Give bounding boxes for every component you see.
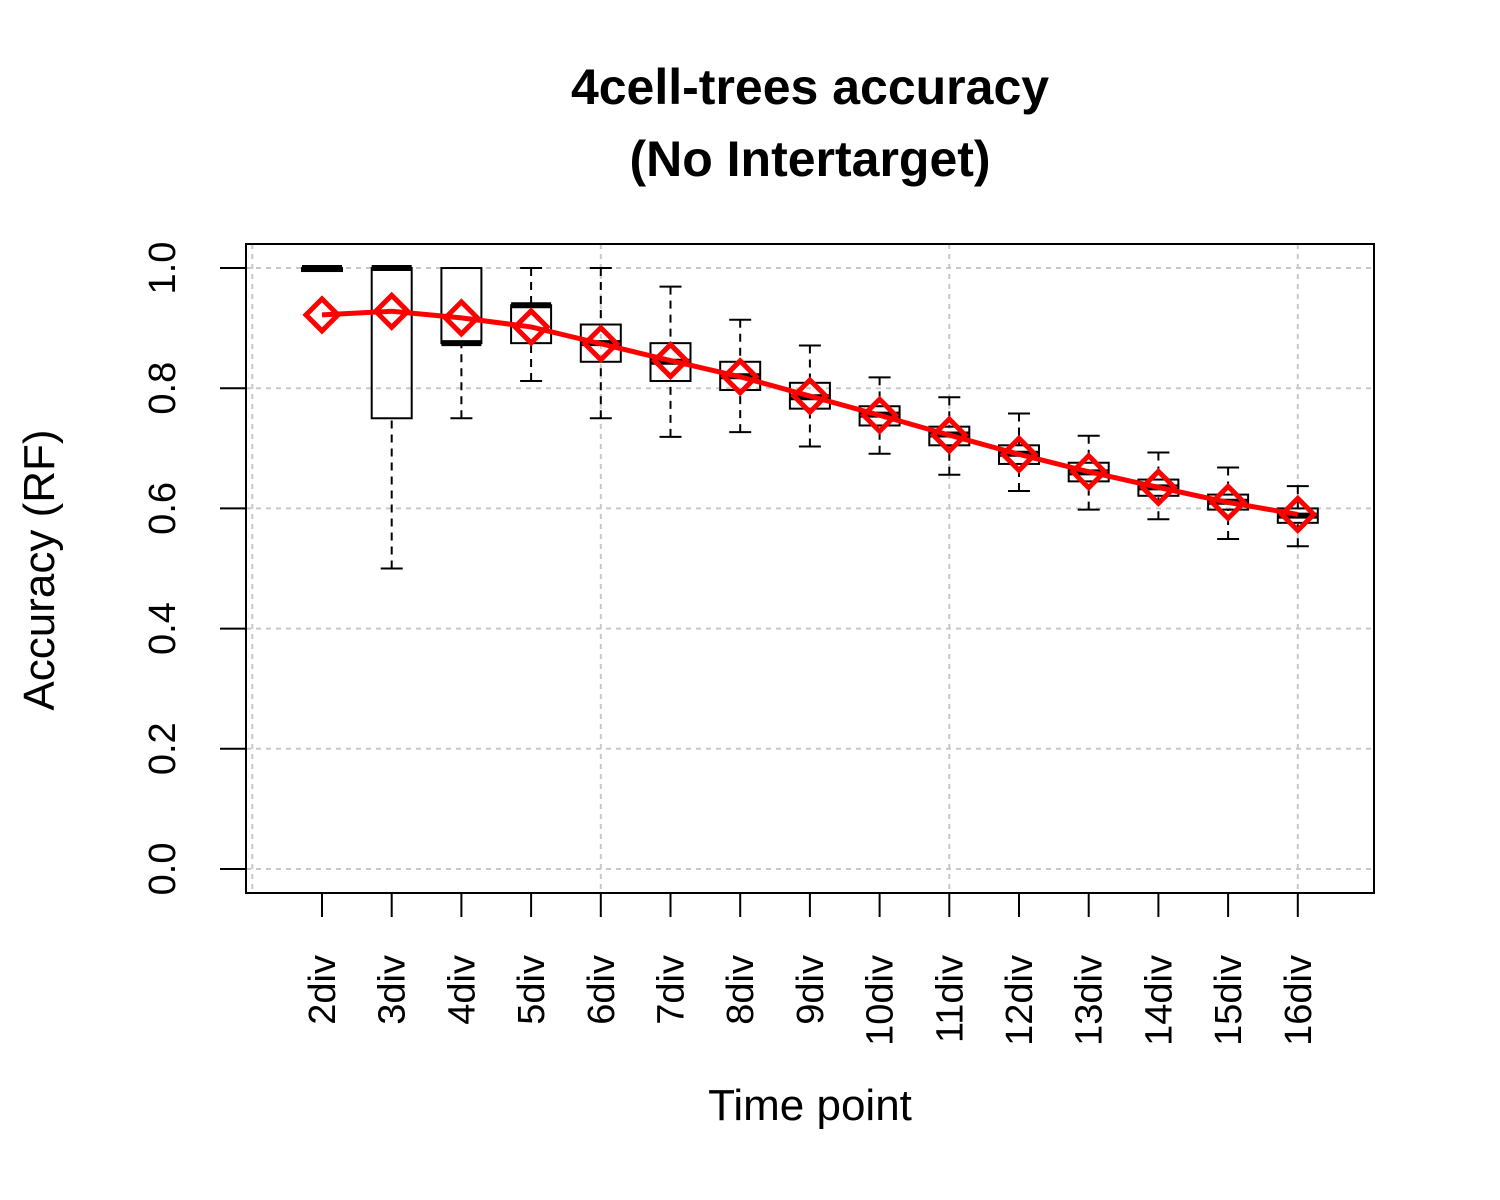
x-tick-label: 3div (372, 955, 414, 1025)
y-tick-label: 0.0 (142, 843, 184, 896)
mean-marker (1138, 467, 1178, 507)
x-tick-label: 7div (651, 955, 693, 1025)
mean-marker (302, 295, 342, 335)
mean-marker (1208, 482, 1248, 522)
y-axis-label: Accuracy (RF) (15, 429, 64, 710)
mean-marker (1278, 494, 1318, 534)
x-tick-label: 16div (1278, 955, 1320, 1046)
mean-marker (929, 415, 969, 455)
mean-marker (860, 395, 900, 435)
x-tick-label: 12div (999, 955, 1041, 1046)
mean-marker (372, 291, 412, 331)
mean-marker (720, 357, 760, 397)
x-tick-label: 2div (302, 955, 344, 1025)
x-tick-label: 15div (1208, 955, 1250, 1046)
x-tick-label: 11div (929, 955, 971, 1043)
mean-marker (511, 307, 551, 347)
x-tick-label: 13div (1069, 955, 1111, 1046)
x-tick-label: 9div (790, 955, 832, 1025)
y-tick-label: 0.2 (142, 722, 184, 775)
mean-line (321, 308, 1299, 517)
chart-title: 4cell-trees accuracy (571, 59, 1049, 115)
x-tick-label: 8div (720, 955, 762, 1025)
x-tick-label: 14div (1138, 955, 1180, 1046)
x-tick-label: 5div (511, 955, 553, 1025)
mean-marker (650, 341, 691, 381)
mean-marker (441, 298, 481, 338)
y-tick-label: 1.0 (142, 242, 184, 295)
mean-marker (790, 376, 830, 416)
box (370, 267, 413, 420)
x-tick-label: 4div (441, 955, 483, 1025)
y-tick-label: 0.8 (142, 362, 184, 415)
mean-marker (581, 324, 621, 364)
plot-frame (245, 243, 1375, 894)
x-tick-label: 6div (581, 955, 623, 1025)
y-tick-label: 0.6 (142, 482, 184, 535)
x-axis-label: Time point (708, 1081, 912, 1130)
chart-subtitle: (No Intertarget) (629, 131, 990, 187)
mean-marker (999, 434, 1039, 474)
y-tick-label: 0.4 (142, 602, 184, 655)
x-tick-label: 10div (860, 955, 902, 1046)
mean-marker (1069, 452, 1109, 492)
